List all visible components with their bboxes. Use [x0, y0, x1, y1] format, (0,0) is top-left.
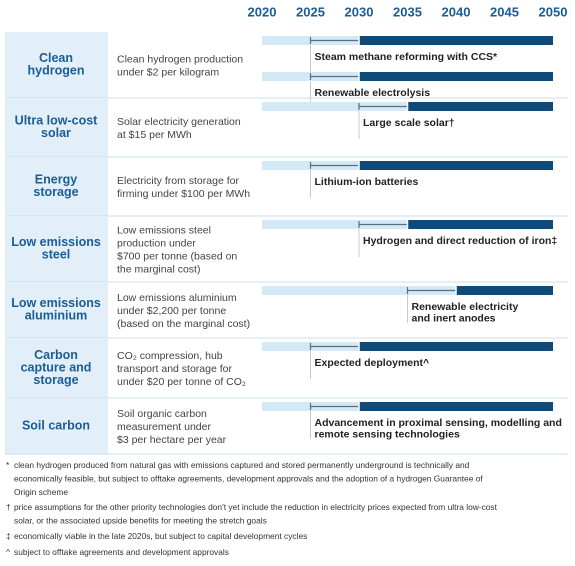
- tech-cell: [5, 338, 108, 398]
- x-tick-label: 2020: [248, 4, 277, 19]
- footnote-text: subject to offtake agreements and develo…: [14, 547, 229, 557]
- bar-label: remote sensing technologies: [315, 428, 460, 440]
- bar-label: Renewable electrolysis: [315, 87, 431, 99]
- footnote-text: economically viable in the late 2020s, b…: [14, 531, 307, 541]
- tech-cell: [5, 98, 108, 157]
- footnote-text: solar, or the associated upside benefits…: [14, 516, 267, 526]
- x-tick-label: 2025: [296, 4, 325, 19]
- footnote-text: price assumptions for the other priority…: [14, 502, 498, 512]
- dark-bar: [359, 72, 553, 81]
- goal-text: Electricity from storage for: [117, 175, 239, 187]
- footnote-text: clean hydrogen produced from natural gas…: [14, 460, 470, 470]
- technology-name: hydrogen: [28, 64, 85, 78]
- goal-text: production under: [117, 237, 196, 249]
- goal-text: Clean hydrogen production: [117, 53, 243, 65]
- goal-text: Low emissions aluminium: [117, 292, 237, 304]
- goal-text: firming under $100 per MWh: [117, 188, 250, 200]
- tech-cell: [5, 216, 108, 282]
- goal-text: $3 per hectare per year: [117, 434, 227, 446]
- bar-label: Hydrogen and direct reduction of iron‡: [363, 235, 557, 247]
- technology-name: Energy: [35, 173, 77, 187]
- footnote-mark: ‡: [6, 531, 11, 541]
- technology-name: steel: [42, 248, 71, 262]
- goal-text: Soil organic carbon: [117, 408, 207, 420]
- light-bar: [262, 102, 408, 111]
- goal-text: measurement under: [117, 421, 211, 433]
- technology-name: storage: [33, 373, 78, 387]
- footnote-mark: †: [6, 502, 11, 512]
- technology-name: Carbon: [34, 348, 78, 362]
- dark-bar: [359, 36, 553, 45]
- x-tick-label: 2040: [442, 4, 471, 19]
- technology-name: solar: [41, 126, 71, 140]
- bar-label: Steam methane reforming with CCS*: [315, 51, 499, 63]
- tech-cell: [5, 157, 108, 216]
- tech-cell: [5, 32, 108, 98]
- bar-label: and inert anodes: [412, 312, 496, 324]
- light-bar: [262, 286, 456, 295]
- dark-bar: [456, 286, 553, 295]
- bar-label: Renewable electricity: [412, 301, 519, 313]
- technology-name: storage: [33, 185, 78, 199]
- tech-cell: [5, 282, 108, 338]
- goal-text: under $2 per kilogram: [117, 66, 219, 78]
- dark-bar: [359, 161, 553, 170]
- footnote-text: Origin scheme: [14, 487, 68, 497]
- technology-name: Low emissions: [11, 235, 101, 249]
- goal-text: Low emissions steel: [117, 224, 211, 236]
- footnote-mark: ^: [6, 547, 10, 557]
- footnote-mark: *: [6, 460, 10, 470]
- dark-bar: [359, 342, 553, 351]
- technology-name: aluminium: [25, 309, 88, 323]
- goal-text: the marginal cost): [117, 263, 200, 275]
- footnote-text: economically feasible, but subject to of…: [14, 474, 483, 484]
- technology-name: Soil carbon: [22, 418, 90, 432]
- goal-text: at $15 per MWh: [117, 129, 192, 141]
- dark-bar: [407, 220, 553, 229]
- bar-label: Large scale solar†: [363, 117, 455, 129]
- goal-text: under $20 per tonne of CO₂: [117, 376, 246, 388]
- light-bar: [262, 220, 408, 229]
- goal-text: Solar electricity generation: [117, 116, 241, 128]
- goal-text: CO₂ compression, hub: [117, 350, 223, 362]
- technology-name: Ultra low-cost: [15, 114, 98, 128]
- dark-bar: [359, 402, 553, 411]
- goal-text: transport and storage for: [117, 363, 232, 375]
- x-tick-label: 2045: [490, 4, 519, 19]
- x-tick-label: 2035: [393, 4, 422, 19]
- technology-name: capture and: [21, 360, 92, 374]
- goal-text: $700 per tonne (based on: [117, 250, 237, 262]
- x-tick-label: 2030: [345, 4, 374, 19]
- bar-label: Lithium-ion batteries: [315, 176, 419, 188]
- dark-bar: [407, 102, 553, 111]
- bar-label: Advancement in proximal sensing, modelli…: [315, 417, 562, 429]
- tech-cell: [5, 398, 108, 454]
- technology-name: Low emissions: [11, 296, 101, 310]
- x-tick-label: 2050: [539, 4, 568, 19]
- goal-text: (based on the marginal cost): [117, 318, 250, 330]
- technology-name: Clean: [39, 51, 73, 65]
- goal-text: under $2,200 per tonne: [117, 305, 226, 317]
- bar-label: Expected deployment^: [315, 357, 430, 369]
